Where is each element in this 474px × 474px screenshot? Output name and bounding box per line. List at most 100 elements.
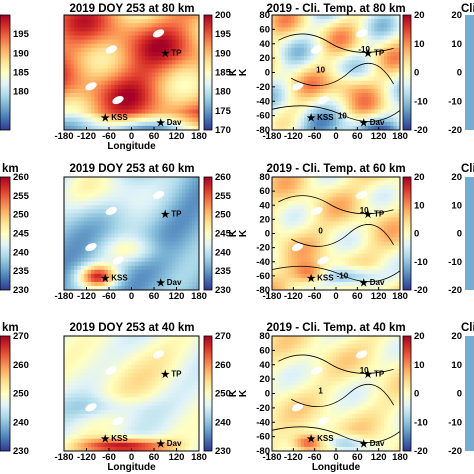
heatmap-cell [128, 205, 132, 210]
heatmap-cell [138, 181, 143, 186]
heatmap-cell [67, 189, 72, 194]
heatmap-cell [80, 217, 85, 222]
heatmap-cell [307, 273, 311, 279]
heatmap-cell [332, 217, 337, 222]
heatmap-cell [64, 101, 68, 106]
heatmap-cell [155, 35, 159, 41]
heatmap-cell [101, 217, 105, 222]
heatmap-cell [155, 213, 159, 218]
heatmap-cell [342, 217, 346, 222]
heatmap-cell [310, 269, 314, 275]
heatmap-cell [291, 281, 295, 287]
heatmap-cell [80, 31, 85, 36]
heatmap-cell [182, 352, 186, 357]
heatmap-cell [124, 229, 129, 234]
heatmap-cell [336, 76, 340, 82]
heatmap-cell [77, 213, 82, 218]
heatmap-cell [165, 360, 170, 366]
heatmap-cell [300, 253, 305, 259]
heatmap-cell [134, 88, 139, 94]
heatmap-cell [364, 23, 369, 28]
heatmap-cell [272, 285, 276, 291]
heatmap-cell [307, 213, 311, 218]
heatmap-cell [348, 101, 353, 106]
heatmap-cell [284, 43, 289, 49]
heatmap-cell [77, 39, 82, 45]
colorbar-tick-label: 195 [215, 29, 232, 40]
heatmap-cell [165, 185, 170, 190]
heatmap-cell [316, 285, 321, 291]
heatmap-cell [107, 356, 112, 362]
heatmap-cell [77, 68, 82, 73]
heatmap-cell [384, 88, 388, 94]
heatmap-cell [192, 233, 197, 238]
heatmap-cell [377, 217, 382, 222]
heatmap-cell [384, 261, 388, 267]
heatmap-cell [175, 257, 180, 263]
heatmap-cell [304, 117, 308, 123]
heatmap-cell [393, 56, 398, 61]
heatmap-cell [195, 51, 200, 57]
heatmap-cell [70, 19, 75, 24]
heatmap-cell [182, 125, 186, 131]
heatmap-cell [74, 72, 78, 78]
heatmap-cell [192, 281, 197, 287]
heatmap-cell [358, 56, 362, 61]
heatmap-cell [77, 340, 82, 345]
heatmap-cell [182, 72, 186, 78]
heatmap-cell [352, 265, 356, 271]
heatmap-cell [131, 257, 136, 263]
heatmap-cell [358, 217, 362, 222]
heatmap-cell [313, 245, 318, 251]
heatmap-cell [188, 189, 193, 194]
heatmap-cell [278, 181, 282, 186]
x-tick-label: -60 [102, 291, 116, 302]
heatmap-cell [175, 88, 180, 94]
heatmap-cell [195, 64, 200, 69]
heatmap-cell [326, 185, 330, 190]
heatmap-cell [97, 245, 102, 251]
heatmap-cell [138, 253, 143, 259]
heatmap-cell [275, 35, 279, 41]
heatmap-cell [131, 281, 136, 287]
heatmap-cell [87, 285, 92, 291]
heatmap-cell [188, 249, 193, 255]
heatmap-cell [104, 121, 109, 127]
heatmap-cell [291, 51, 295, 57]
heatmap-cell [145, 121, 149, 127]
heatmap-cell [84, 101, 89, 106]
heatmap-cell [161, 277, 166, 283]
heatmap-cell [281, 23, 286, 28]
heatmap-cell [185, 101, 190, 106]
heatmap-cell [185, 336, 190, 341]
heatmap-cell [168, 209, 173, 214]
heatmap-cell [313, 105, 318, 110]
heatmap-cell [151, 360, 156, 366]
heatmap-cell [91, 43, 95, 49]
heatmap-cell [77, 101, 82, 106]
heatmap-cell [128, 356, 132, 362]
heatmap-cell [64, 80, 68, 86]
heatmap-cell [107, 221, 112, 226]
heatmap-cell [307, 181, 311, 186]
heatmap-cell [151, 113, 156, 119]
heatmap-cell [87, 76, 92, 82]
heatmap-cell [307, 72, 311, 78]
heatmap-cell [355, 47, 359, 53]
heatmap-cell [172, 221, 176, 226]
heatmap-cell [348, 117, 353, 123]
heatmap-cell [124, 277, 129, 283]
heatmap-cell [178, 181, 183, 186]
heatmap-cell [118, 225, 122, 230]
heatmap-cell [320, 60, 324, 65]
heatmap-cell [288, 229, 292, 234]
heatmap-cell [118, 221, 122, 226]
heatmap-cell [155, 177, 159, 182]
heatmap-cell [294, 189, 298, 194]
site-star-icon: ★ [161, 210, 170, 221]
colorbar-tick-label: 180 [215, 87, 231, 98]
heatmap-cell [188, 285, 193, 291]
heatmap-cell [374, 64, 378, 69]
heatmap-cell [387, 285, 391, 291]
heatmap-cell [294, 23, 298, 28]
